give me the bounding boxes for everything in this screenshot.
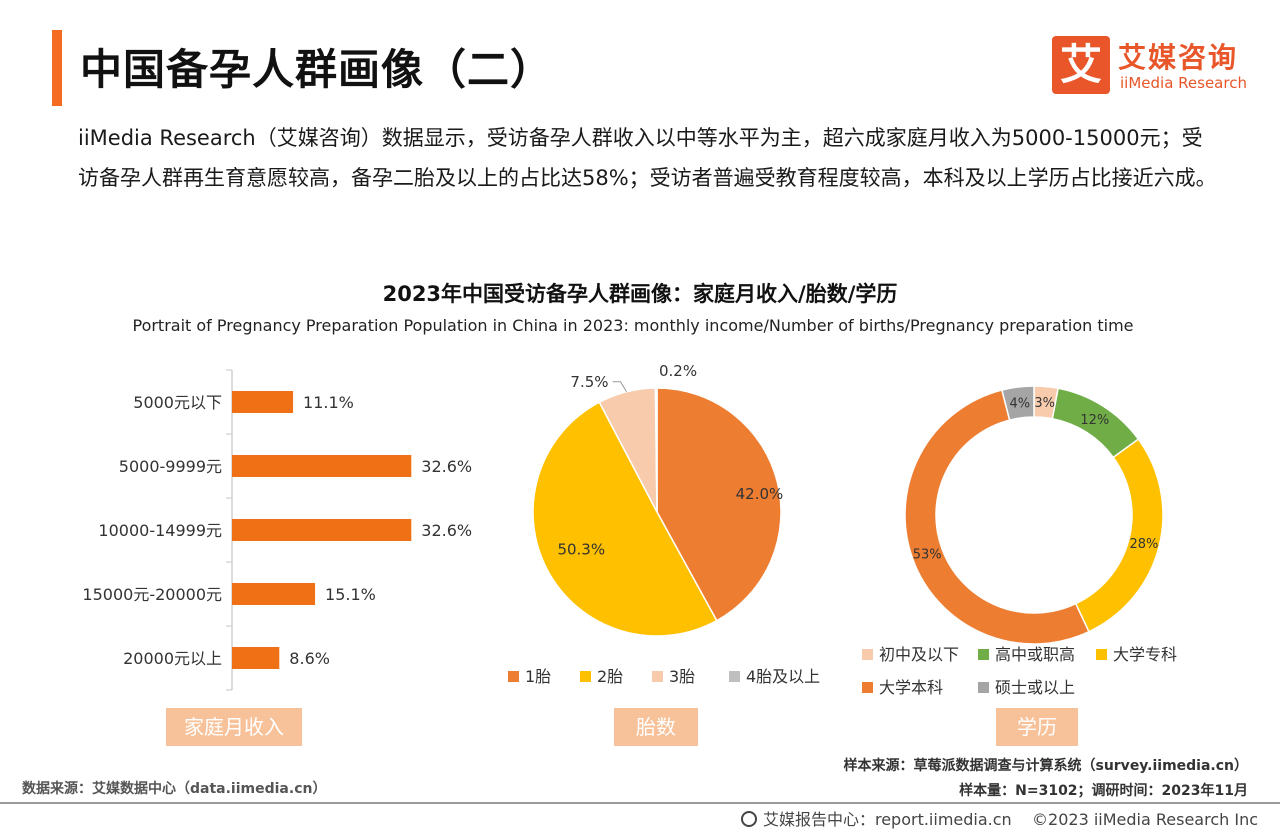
births-pie-slice <box>656 387 782 622</box>
income-category-label: 15000元-20000元 <box>82 585 222 604</box>
education-donut-segment <box>1074 438 1164 633</box>
chart-subtitle: Portrait of Pregnancy Preparation Popula… <box>132 316 1134 335</box>
births-legend-swatch <box>580 671 591 682</box>
births-legend-swatch <box>652 671 663 682</box>
education-legend-swatch <box>978 682 989 693</box>
births-legend-label: 2胎 <box>597 667 623 686</box>
education-panel-label: 学历 <box>996 708 1078 746</box>
education-legend-swatch <box>1096 649 1107 660</box>
sample-size: 样本量：N=3102；调研时间：2023年11月 <box>959 783 1248 799</box>
births-slice-label: 0.2% <box>659 362 697 380</box>
intro-paragraph: iiMedia Research（艾媒咨询）数据显示，受访备孕人群收入以中等水平… <box>78 126 1217 190</box>
income-bar <box>232 583 316 605</box>
education-legend-label: 高中或职高 <box>995 645 1075 664</box>
title-accent-bar <box>52 30 62 106</box>
education-legend-swatch <box>862 649 873 660</box>
page-title: 中国备孕人群画像（二） <box>80 45 554 94</box>
income-value-label: 8.6% <box>289 649 330 668</box>
sample-source: 样本来源：草莓派数据调查与计算系统（survey.iimedia.cn） <box>843 758 1248 774</box>
education-donut-segment <box>1001 385 1035 421</box>
globe-icon <box>740 811 757 827</box>
education-legend-label: 大学本科 <box>879 678 943 697</box>
logo-mark-icon: 艾 <box>1052 36 1110 94</box>
income-panel-label: 家庭月收入 <box>166 708 302 746</box>
education-donut-segment <box>904 389 1090 645</box>
income-category-label: 10000-14999元 <box>98 521 222 540</box>
data-source: 数据来源：艾媒数据中心（data.iimedia.cn） <box>22 781 327 797</box>
births-pie-slice <box>532 401 718 637</box>
income-category-label: 5000-9999元 <box>119 457 222 476</box>
education-segment-label: 12% <box>1080 413 1109 428</box>
footer-divider <box>0 802 1280 804</box>
income-bar <box>232 519 412 541</box>
income-value-label: 32.6% <box>421 521 472 540</box>
income-value-label: 11.1% <box>303 393 354 412</box>
income-bar <box>232 455 412 477</box>
births-legend-swatch <box>508 671 519 682</box>
income-value-label: 32.6% <box>421 457 472 476</box>
births-legend-label: 3胎 <box>669 667 695 686</box>
births-panel-label: 胎数 <box>614 708 698 746</box>
income-bar <box>232 647 280 669</box>
income-category-label: 5000元以下 <box>133 393 222 412</box>
education-segment-label: 28% <box>1129 537 1158 552</box>
report-center-link[interactable]: 艾媒报告中心：report.iimedia.cn <box>762 810 1012 829</box>
education-legend-label: 硕士或以上 <box>995 678 1075 697</box>
income-value-label: 15.1% <box>325 585 376 604</box>
iimedia-logo: 艾 艾媒咨询 iiMedia Research <box>1052 36 1262 100</box>
footer: 艾媒报告中心：report.iimedia.cn ©2023 iiMedia R… <box>740 806 1258 830</box>
education-segment-label: 3% <box>1034 396 1055 411</box>
chart-title: 2023年中国受访备孕人群画像：家庭月收入/胎数/学历 <box>382 282 898 306</box>
births-legend-label: 1胎 <box>525 667 551 686</box>
births-pie-slice <box>654 387 658 513</box>
education-legend-label: 初中及以下 <box>879 645 959 664</box>
education-legend-label: 大学专科 <box>1113 645 1177 664</box>
education-segment-label: 53% <box>913 547 942 562</box>
births-slice-label: 50.3% <box>557 540 605 558</box>
births-slice-label: 42.0% <box>736 485 784 503</box>
education-legend-swatch <box>862 682 873 693</box>
logo-name-en: iiMedia Research <box>1120 74 1247 92</box>
education-segment-label: 4% <box>1009 396 1030 411</box>
logo-mark-char: 艾 <box>1059 40 1102 89</box>
income-category-label: 20000元以上 <box>123 649 222 668</box>
births-slice-label: 7.5% <box>570 373 608 391</box>
education-legend-swatch <box>978 649 989 660</box>
births-legend-swatch <box>729 671 740 682</box>
births-leader-line <box>612 381 627 393</box>
copyright: ©2023 iiMedia Research Inc <box>1032 810 1258 829</box>
logo-name-cn: 艾媒咨询 <box>1118 41 1239 74</box>
income-bar <box>232 391 294 413</box>
births-legend-label: 4胎及以上 <box>746 667 820 686</box>
